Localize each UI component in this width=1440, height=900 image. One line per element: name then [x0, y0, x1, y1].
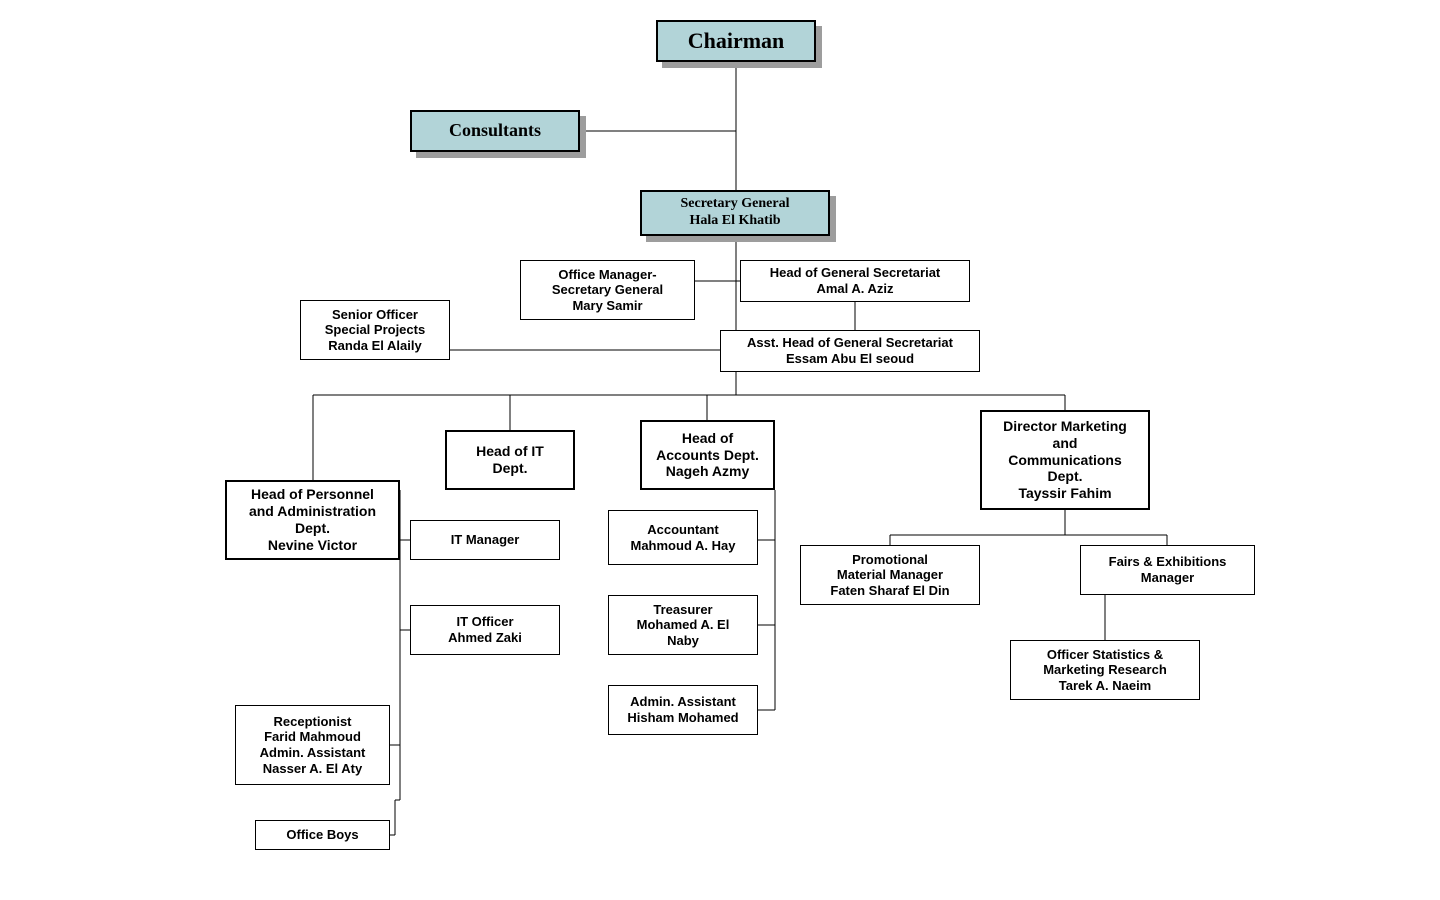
node-line: Amal A. Aziz	[816, 281, 893, 297]
node-line: Treasurer	[653, 602, 712, 618]
node-line: Head of Personnel	[251, 486, 374, 503]
org-node-headacc: Head ofAccounts Dept.Nageh Azmy	[640, 420, 775, 490]
node-line: Special Projects	[325, 322, 425, 338]
node-line: Nasser A. El Aty	[263, 761, 362, 777]
node-line: Material Manager	[837, 567, 943, 583]
node-line: Communications	[1008, 452, 1122, 469]
node-line: Mary Samir	[572, 298, 642, 314]
node-line: Admin. Assistant	[260, 745, 366, 761]
org-node-dirmkt: Director MarketingandCommunicationsDept.…	[980, 410, 1150, 510]
node-line: IT Manager	[451, 532, 520, 548]
node-line: Director Marketing	[1003, 418, 1127, 435]
node-line: Head of	[682, 430, 733, 447]
node-line: Dept.	[295, 520, 330, 537]
node-line: Promotional	[852, 552, 928, 568]
node-line: Fairs & Exhibitions	[1109, 554, 1227, 570]
node-line: Manager	[1141, 570, 1194, 586]
node-line: Marketing Research	[1043, 662, 1167, 678]
org-node-headper: Head of Personneland AdministrationDept.…	[225, 480, 400, 560]
org-node-fairs: Fairs & ExhibitionsManager	[1080, 545, 1255, 595]
node-line: Mohamed A. El	[637, 617, 730, 633]
org-node-chairman: Chairman	[656, 20, 816, 62]
org-node-admacc: Admin. AssistantHisham Mohamed	[608, 685, 758, 735]
node-line: Dept.	[1048, 468, 1083, 485]
org-node-consultants: Consultants	[410, 110, 580, 152]
node-line: Secretary General	[552, 282, 663, 298]
org-node-recep: ReceptionistFarid MahmoudAdmin. Assistan…	[235, 705, 390, 785]
node-line: Asst. Head of General Secretariat	[747, 335, 953, 351]
org-node-headit: Head of ITDept.	[445, 430, 575, 490]
node-line: Senior Officer	[332, 307, 418, 323]
node-line: and Administration	[249, 503, 376, 520]
node-line: Naby	[667, 633, 699, 649]
org-node-senior: Senior OfficerSpecial ProjectsRanda El A…	[300, 300, 450, 360]
node-line: IT Officer	[456, 614, 513, 630]
org-node-acct: AccountantMahmoud A. Hay	[608, 510, 758, 565]
node-line: Tayssir Fahim	[1018, 485, 1111, 502]
node-line: Admin. Assistant	[630, 694, 736, 710]
node-line: Head of General Secretariat	[770, 265, 941, 281]
node-line: and	[1053, 435, 1078, 452]
node-line: Faten Sharaf El Din	[830, 583, 949, 599]
node-line: Dept.	[493, 460, 528, 477]
node-line: Secretary General	[681, 196, 790, 213]
org-node-secgen: Secretary GeneralHala El Khatib	[640, 190, 830, 236]
node-line: Consultants	[449, 120, 541, 142]
node-line: Ahmed Zaki	[448, 630, 522, 646]
node-line: Tarek A. Naeim	[1059, 678, 1152, 694]
node-line: Mahmoud A. Hay	[631, 538, 736, 554]
org-node-itmgr: IT Manager	[410, 520, 560, 560]
node-line: Essam Abu El seoud	[786, 351, 914, 367]
node-line: Randa El Alaily	[328, 338, 421, 354]
node-line: Chairman	[688, 28, 785, 54]
node-line: Nevine Victor	[268, 537, 357, 554]
org-node-itoff: IT OfficerAhmed Zaki	[410, 605, 560, 655]
org-node-treas: TreasurerMohamed A. ElNaby	[608, 595, 758, 655]
node-line: Accountant	[647, 522, 719, 538]
org-node-offmgr: Office Manager-Secretary GeneralMary Sam…	[520, 260, 695, 320]
org-node-offboy: Office Boys	[255, 820, 390, 850]
node-line: Office Boys	[286, 827, 358, 843]
org-node-stats: Officer Statistics &Marketing ResearchTa…	[1010, 640, 1200, 700]
org-node-headsec: Head of General SecretariatAmal A. Aziz	[740, 260, 970, 302]
node-line: Farid Mahmoud	[264, 729, 361, 745]
node-line: Head of IT	[476, 443, 544, 460]
org-node-asstsec: Asst. Head of General SecretariatEssam A…	[720, 330, 980, 372]
node-line: Officer Statistics &	[1047, 647, 1163, 663]
node-line: Office Manager-	[558, 267, 656, 283]
org-node-promo: PromotionalMaterial ManagerFaten Sharaf …	[800, 545, 980, 605]
node-line: Receptionist	[273, 714, 351, 730]
node-line: Hisham Mohamed	[627, 710, 738, 726]
node-line: Accounts Dept.	[656, 447, 759, 464]
node-line: Nageh Azmy	[666, 463, 750, 480]
node-line: Hala El Khatib	[689, 213, 780, 230]
